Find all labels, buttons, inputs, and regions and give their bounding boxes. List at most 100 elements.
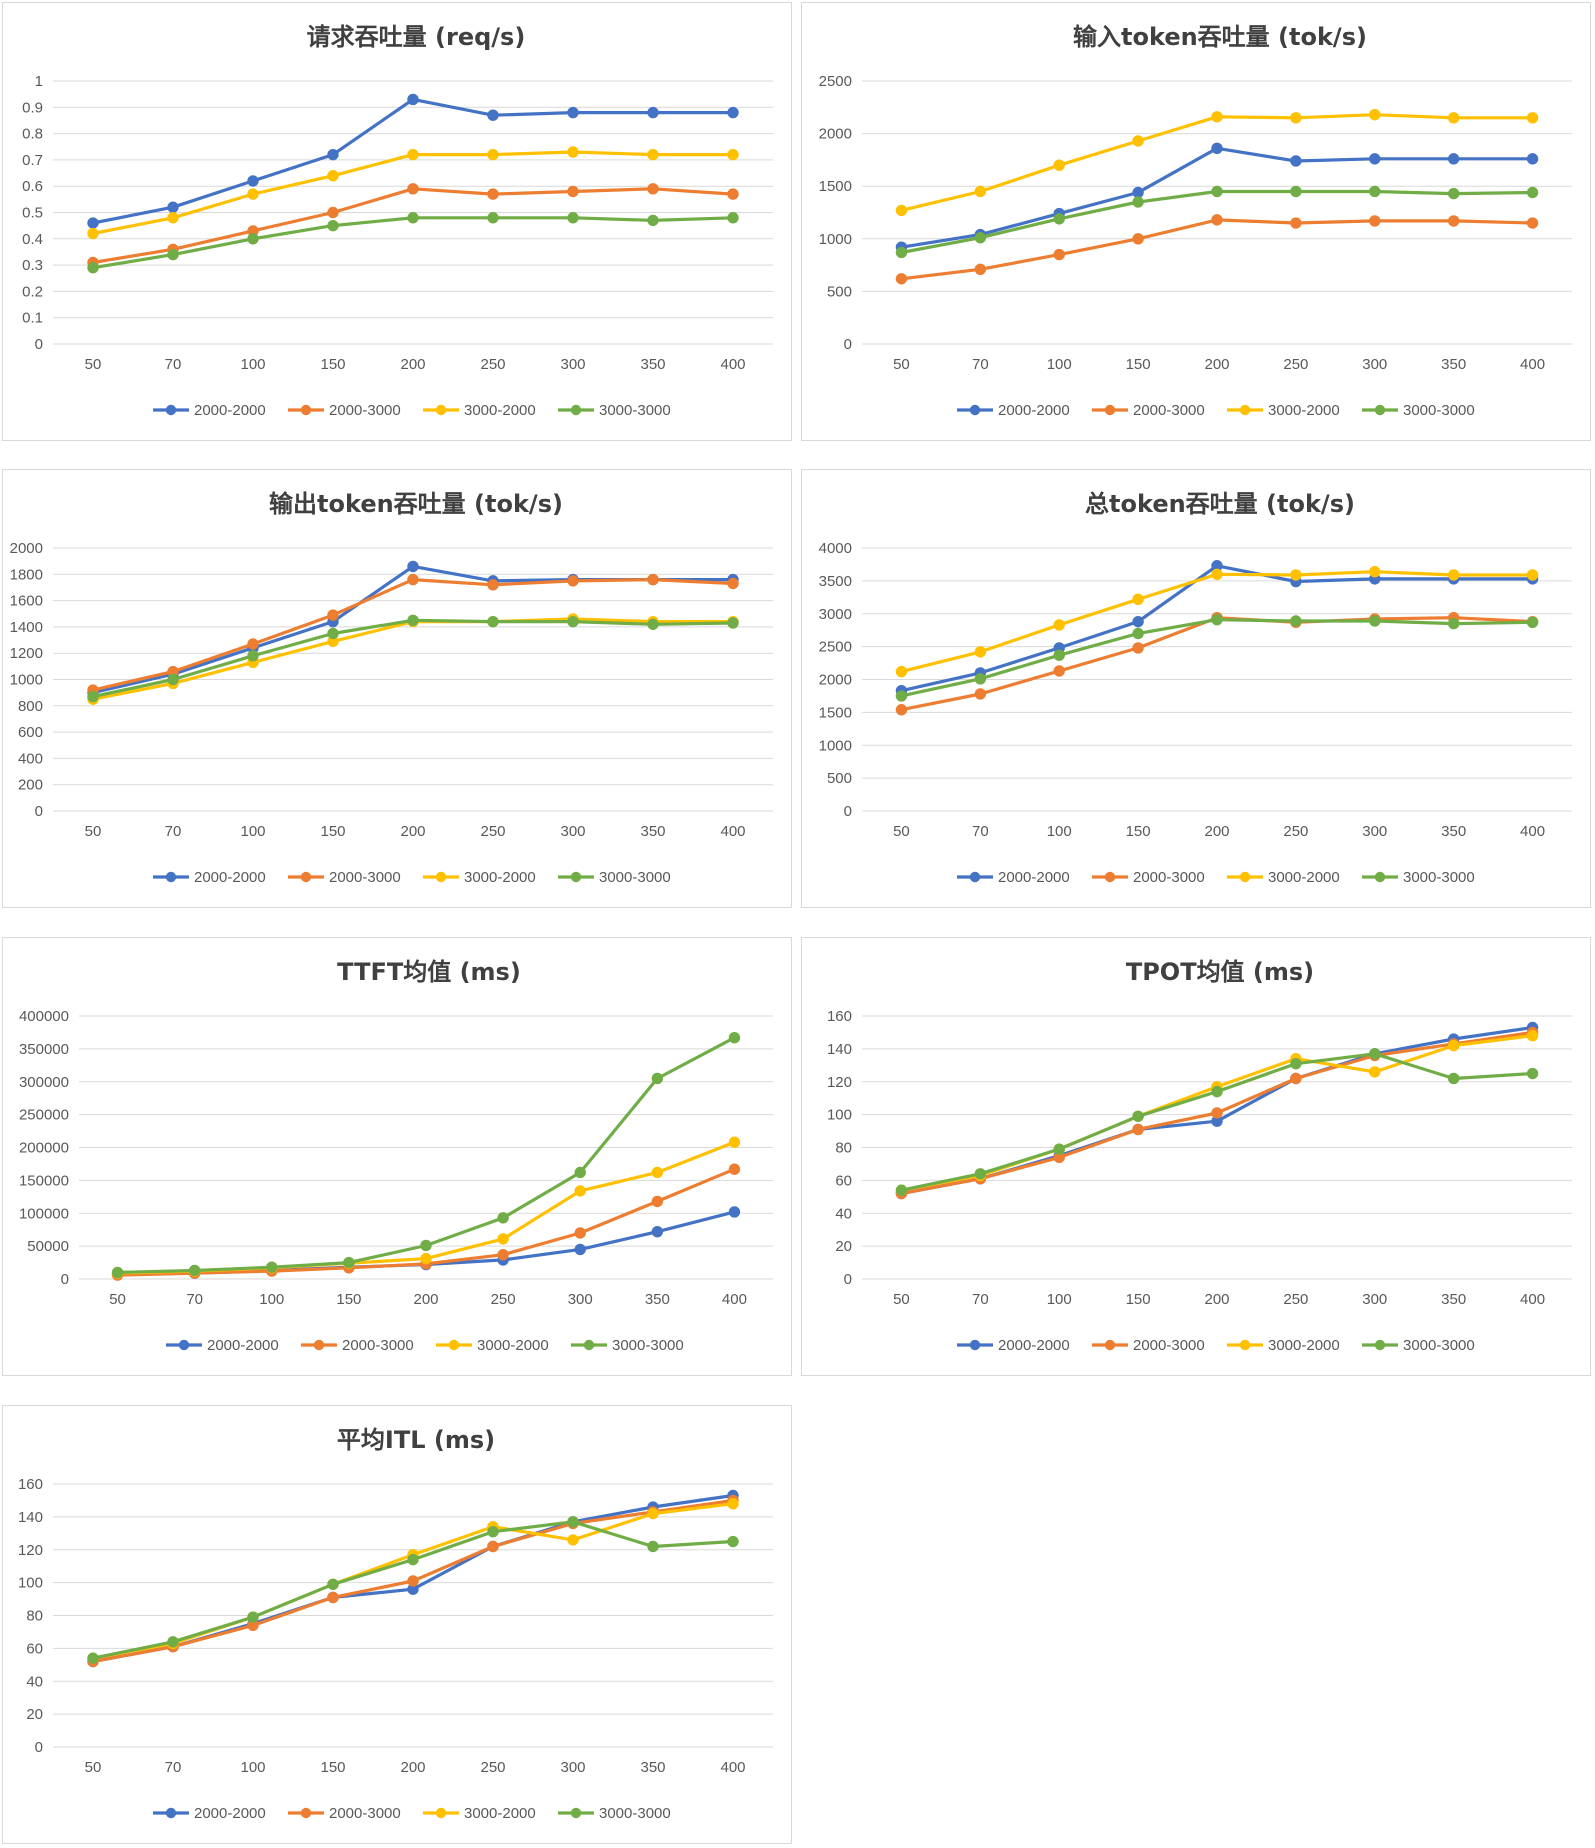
data-point-3000-3000 [497, 1212, 509, 1224]
legend-swatch-marker [300, 404, 312, 416]
x-tick-label: 350 [640, 1759, 665, 1776]
y-tick-label: 0 [35, 803, 43, 820]
y-tick-label: 150000 [19, 1172, 69, 1189]
legend-swatch-marker [1104, 871, 1116, 883]
data-point-3000-2000 [567, 1534, 579, 1546]
legend-swatch-marker [300, 1807, 312, 1819]
data-point-3000-2000 [1053, 619, 1065, 631]
chart-title: TPOT均值 (ms) [1126, 958, 1314, 986]
legend-swatch-marker [435, 871, 447, 883]
y-tick-label: 0.7 [22, 152, 43, 169]
data-point-3000-3000 [87, 262, 99, 274]
x-tick-label: 350 [1441, 356, 1466, 373]
x-tick-label: 70 [165, 1759, 182, 1776]
data-point-3000-3000 [1132, 1110, 1144, 1122]
data-point-2000-3000 [1053, 665, 1065, 677]
chart-title: 输出token吞吐量 (tok/s) [269, 490, 563, 518]
x-tick-label: 400 [722, 1291, 747, 1308]
y-tick-label: 100 [827, 1107, 852, 1124]
y-tick-label: 1600 [10, 593, 43, 610]
data-point-3000-3000 [647, 1540, 659, 1553]
legend-swatch-marker [969, 404, 981, 416]
data-point-3000-3000 [567, 212, 579, 224]
y-tick-label: 80 [835, 1140, 852, 1157]
data-point-2000-3000 [407, 573, 419, 586]
data-point-3000-3000 [567, 1516, 579, 1528]
y-tick-label: 200 [18, 777, 43, 794]
legend-swatch-marker [969, 871, 981, 883]
x-tick-label: 70 [186, 1291, 203, 1308]
y-tick-label: 50000 [27, 1238, 69, 1255]
y-tick-label: 400000 [19, 1008, 69, 1025]
x-tick-label: 100 [240, 1759, 265, 1776]
legend-swatch-marker [435, 1807, 447, 1819]
data-point-2000-2000 [247, 175, 259, 187]
data-point-3000-2000 [1447, 569, 1460, 581]
data-point-3000-3000 [574, 1166, 586, 1179]
series-line-3000-3000 [899, 618, 1535, 698]
series-line-3000-2000 [91, 617, 735, 701]
y-tick-label: 2500 [819, 73, 852, 90]
legend-swatch-marker [448, 1339, 460, 1351]
x-tick-label: 50 [893, 823, 910, 840]
data-point-3000-3000 [1290, 1057, 1302, 1070]
y-tick-label: 120 [18, 1542, 43, 1559]
data-point-3000-2000 [1211, 111, 1223, 123]
x-tick-label: 350 [1441, 823, 1466, 840]
data-point-3000-2000 [1526, 112, 1539, 124]
y-tick-label: 80 [26, 1608, 43, 1625]
y-tick-label: 40 [835, 1205, 852, 1222]
x-tick-label: 70 [972, 1291, 989, 1308]
data-point-2000-3000 [651, 1195, 664, 1208]
data-point-2000-2000 [727, 106, 739, 119]
x-tick-label: 150 [320, 1759, 345, 1776]
x-tick-label: 150 [320, 356, 345, 373]
data-point-2000-3000 [895, 273, 908, 285]
x-tick-label: 100 [1047, 823, 1072, 840]
data-point-3000-3000 [111, 1266, 124, 1279]
data-point-2000-3000 [895, 704, 908, 716]
y-tick-label: 1800 [10, 566, 43, 583]
legend-label: 3000-2000 [464, 1805, 536, 1822]
x-tick-label: 50 [109, 1291, 126, 1308]
chart-panel-tpot-mean: TPOT均值 (ms) 0 20 40 60 80 100 120 140 160 50 70 100 1… [801, 937, 1591, 1376]
chart-title: 平均ITL (ms) [337, 1426, 495, 1454]
data-point-3000-2000 [974, 646, 987, 658]
data-point-2000-2000 [1447, 153, 1460, 165]
x-tick-label: 100 [1047, 1291, 1072, 1308]
y-tick-label: 140 [18, 1509, 43, 1526]
data-point-3000-3000 [974, 1168, 987, 1180]
data-point-2000-2000 [1132, 615, 1144, 628]
legend-label: 3000-2000 [1268, 402, 1340, 419]
data-point-3000-3000 [1526, 186, 1539, 199]
data-point-3000-2000 [567, 146, 579, 158]
y-tick-label: 0.5 [22, 205, 43, 222]
y-tick-label: 600 [18, 724, 43, 741]
y-tick-label: 0.2 [22, 283, 43, 300]
x-tick-label: 400 [720, 1759, 745, 1776]
chart-title: 总token吞吐量 (tok/s) [1085, 490, 1355, 518]
x-tick-label: 250 [491, 1291, 516, 1308]
y-tick-label: 0 [61, 1271, 69, 1288]
x-tick-label: 100 [1047, 356, 1072, 373]
legend-swatch-marker [1104, 1339, 1116, 1351]
y-tick-label: 0 [35, 336, 43, 353]
data-point-2000-3000 [974, 688, 987, 700]
data-point-3000-3000 [727, 212, 739, 224]
x-tick-label: 400 [1520, 823, 1545, 840]
data-point-3000-3000 [647, 618, 659, 630]
data-point-3000-3000 [247, 650, 259, 662]
x-tick-label: 150 [320, 823, 345, 840]
legend-swatch-marker [165, 404, 177, 416]
x-tick-label: 150 [1126, 1291, 1151, 1308]
y-tick-label: 1000 [819, 737, 852, 754]
chart-panel-total-token-throughput: 总token吞吐量 (tok/s) 0 500 1000 1500 2000 2500 300… [801, 469, 1591, 908]
legend-label: 2000-3000 [1133, 402, 1205, 419]
legend-label: 2000-2000 [998, 402, 1070, 419]
x-tick-label: 50 [85, 356, 102, 373]
x-tick-label: 300 [568, 1291, 593, 1308]
legend-label: 2000-2000 [207, 1337, 279, 1354]
legend-swatch-marker [1374, 404, 1386, 416]
x-tick-label: 350 [640, 356, 665, 373]
y-tick-label: 100000 [19, 1205, 69, 1222]
